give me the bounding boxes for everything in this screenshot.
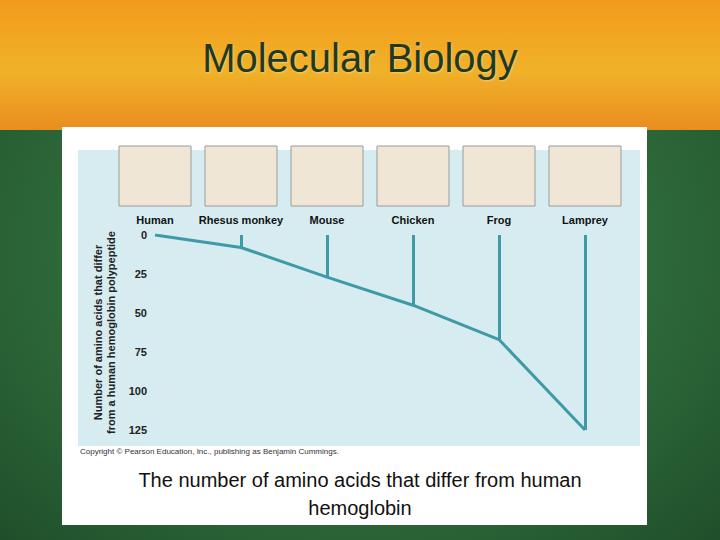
svg-text:25: 25 [135, 268, 147, 280]
svg-text:100: 100 [129, 385, 147, 397]
svg-text:Chicken: Chicken [392, 214, 435, 226]
svg-text:75: 75 [135, 346, 147, 358]
svg-text:Frog: Frog [487, 214, 511, 226]
svg-text:Rhesus monkey: Rhesus monkey [199, 214, 284, 226]
svg-text:125: 125 [129, 424, 147, 436]
html-text:Copyright © Pearson Education,: Copyright © Pearson Education, Inc., pub… [80, 447, 339, 456]
svg-text:Human: Human [136, 214, 174, 226]
svg-text:Lamprey: Lamprey [562, 214, 609, 226]
svg-text:from a human hemoglobin polype: from a human hemoglobin polypeptide [105, 231, 117, 434]
html-text:The number of amino acids that: The number of amino acids that differ fr… [138, 469, 582, 519]
svg-text:50: 50 [135, 307, 147, 319]
svg-text:Number of amino acids that dif: Number of amino acids that differ [92, 244, 104, 420]
html-text:Molecular Biology: Molecular Biology [202, 36, 518, 80]
svg-text:0: 0 [141, 229, 147, 241]
svg-text:Mouse: Mouse [310, 214, 345, 226]
